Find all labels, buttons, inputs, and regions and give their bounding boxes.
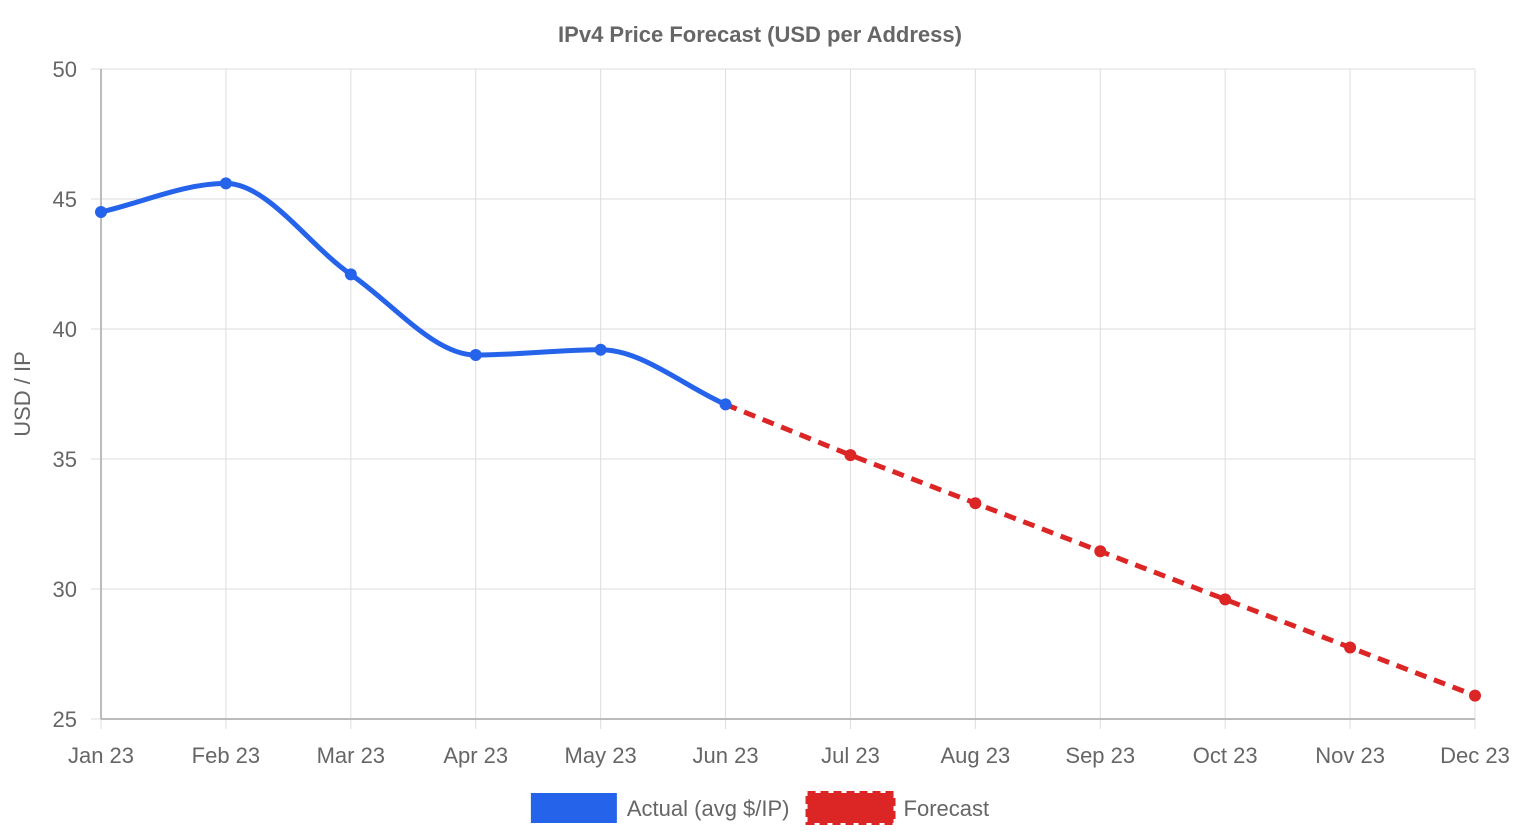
x-tick-label: Jun 23 [693,743,759,768]
x-tick-label: Nov 23 [1315,743,1385,768]
x-axis-ticks: Jan 23 Feb 23 Mar 23 Apr 23 May 23 Jun 23 Jul … [68,743,1510,768]
x-tick-label: Jul 23 [821,743,880,768]
x-tick-label: May 23 [565,743,637,768]
y-axis-title: USD / IP [10,351,35,437]
legend-swatch [530,793,617,823]
y-tick-label: 35 [53,447,77,472]
grid [91,68,1476,729]
y-tick-label: 25 [53,707,77,732]
data-point [469,349,482,361]
y-tick-label: 45 [53,187,77,212]
data-point [95,206,107,218]
data-point [219,177,232,190]
series-forecast [724,402,1481,702]
axes [100,69,1475,720]
y-tick-label: 40 [53,317,77,342]
x-tick-label: Dec 23 [1440,743,1510,768]
legend-item-forecast[interactable]: Forecast [805,791,990,825]
x-tick-label: Feb 23 [192,743,261,768]
legend-label: Actual (avg $/IP) [627,796,790,821]
x-tick-label: Apr 23 [443,743,508,768]
x-tick-label: Oct 23 [1193,743,1258,768]
data-point [1469,689,1481,702]
data-point [1219,593,1232,606]
x-tick-label: Mar 23 [317,743,385,768]
series-actual-avg-ip [95,177,732,411]
data-point [594,343,607,356]
legend[interactable]: Actual (avg $/IP) Forecast [530,791,990,825]
chart-title: IPv4 Price Forecast (USD per Address) [558,22,962,47]
series-line [100,180,727,407]
data-point [969,497,982,510]
legend-label: Forecast [904,796,990,821]
x-tick-label: Sep 23 [1065,743,1135,768]
data-point [844,449,857,462]
y-tick-label: 30 [53,577,77,602]
x-tick-label: Jan 23 [68,743,134,768]
data-point [344,268,357,281]
data-point [1094,545,1107,558]
data-point [1344,641,1357,654]
data-point [719,398,732,411]
legend-item-actual-avg-ip[interactable]: Actual (avg $/IP) [530,793,790,823]
series-layer [95,177,1481,702]
y-tick-label: 50 [53,57,77,82]
y-axis-ticks: 25 30 35 40 45 50 [53,57,77,732]
legend-swatch-fill [810,796,891,820]
x-tick-label: Aug 23 [940,743,1010,768]
